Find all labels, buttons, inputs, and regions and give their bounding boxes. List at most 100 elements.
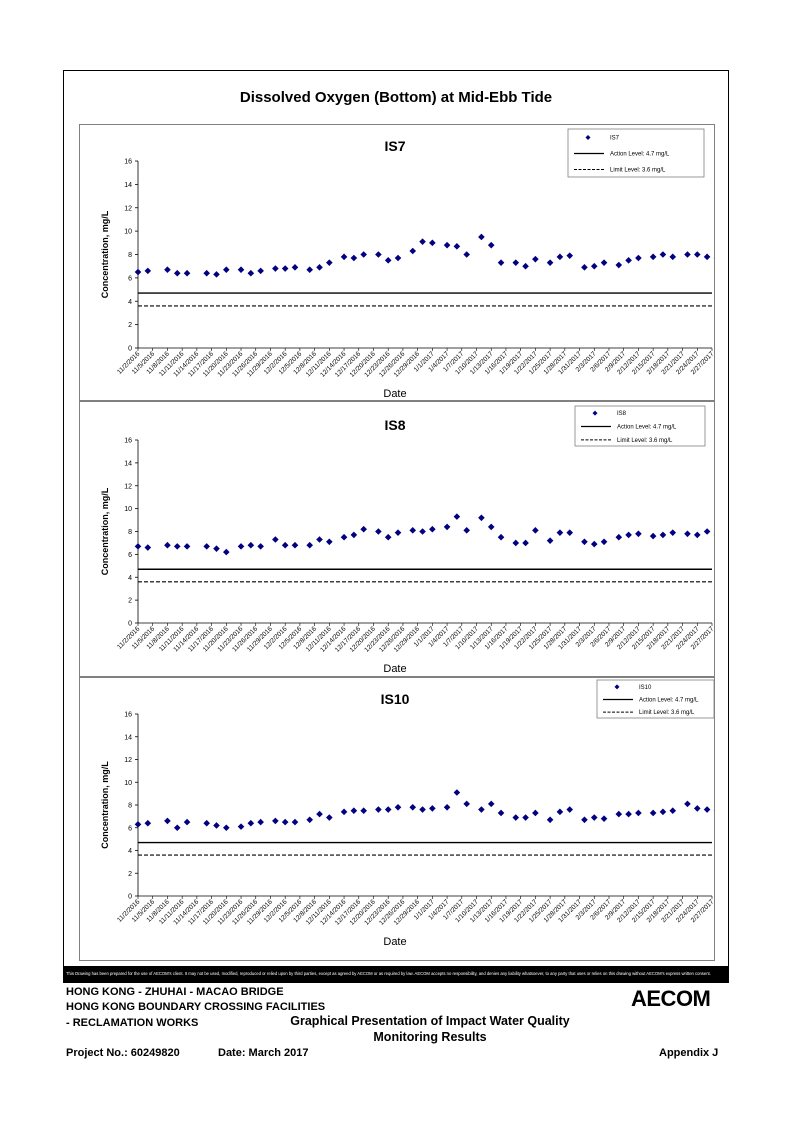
data-point-1-6: [213, 545, 220, 552]
legend-label-1-2: Limit Level: 3.6 mg/L: [617, 438, 673, 444]
chart-title-1: IS8: [384, 417, 405, 433]
y-axis-label-2: Concentration, mg/L: [100, 761, 110, 849]
data-point-1-41: [615, 533, 623, 541]
data-point-1-22: [394, 529, 402, 536]
data-point-0-39: [590, 262, 598, 270]
data-point-2-23: [409, 803, 417, 811]
data-point-1-2: [164, 541, 171, 549]
data-point-0-15: [316, 264, 323, 271]
chart-panel-is10: IS10 0 2 4 6 8 10 12 14 16 Concentration, mg/L 11/2…: [79, 677, 715, 961]
data-point-2-41: [615, 810, 623, 818]
data-point-0-30: [487, 241, 495, 249]
data-point-1-23: [409, 527, 417, 534]
data-point-0-49: [703, 253, 711, 261]
x-axis-label-2: Date: [383, 936, 406, 948]
data-point-2-28: [463, 800, 471, 808]
data-point-1-33: [522, 539, 529, 547]
data-point-0-16: [326, 259, 333, 266]
data-point-0-28: [463, 251, 471, 258]
data-point-2-42: [625, 810, 632, 818]
data-point-2-39: [590, 814, 598, 821]
data-point-1-39: [590, 540, 598, 548]
data-point-0-4: [183, 269, 191, 277]
data-point-2-0: [134, 821, 142, 828]
y-tick-label-0-7: 14: [124, 182, 132, 189]
data-point-2-30: [487, 800, 495, 808]
y-axis-label-0: Concentration, mg/L: [100, 210, 110, 298]
data-point-2-21: [384, 806, 392, 813]
data-point-2-9: [247, 819, 255, 827]
y-tick-label-2-0: 0: [128, 894, 132, 901]
page-title: Dissolved Oxygen (Bottom) at Mid-Ebb Tid…: [239, 89, 553, 106]
data-point-0-47: [684, 251, 691, 258]
data-point-2-36: [556, 808, 564, 816]
drawing-title-line-1: Graphical Presentation of Impact Water Q…: [290, 1014, 570, 1028]
footer-project-line-3: - RECLAMATION WORKS: [66, 1017, 199, 1029]
data-point-2-17: [340, 808, 348, 816]
data-point-2-4: [183, 818, 191, 826]
data-point-1-8: [237, 543, 245, 550]
data-point-2-16: [326, 814, 333, 821]
y-tick-label-0-5: 10: [124, 229, 132, 236]
data-point-2-47: [684, 800, 691, 808]
data-point-2-27: [453, 789, 461, 796]
data-point-1-29: [478, 514, 485, 522]
chart-panel-is8: IS8 0 2 4 6 8 10 12 14 16 Concentration, mg/L 11/2/…: [79, 401, 715, 677]
data-point-2-29: [478, 806, 485, 813]
legend-marker-series-2: [614, 684, 620, 690]
data-point-1-12: [281, 541, 289, 549]
legend-label-2-1: Action Level: 4.7 mg/L: [639, 698, 699, 704]
data-point-0-3: [173, 269, 181, 277]
y-tick-label-0-1: 2: [128, 322, 132, 329]
data-point-2-25: [429, 805, 436, 812]
data-point-2-14: [306, 816, 314, 824]
data-point-0-13: [291, 264, 299, 271]
data-point-0-8: [237, 266, 245, 273]
data-point-1-28: [463, 527, 471, 534]
data-point-2-33: [522, 814, 529, 821]
data-point-2-44: [649, 809, 657, 817]
data-point-0-24: [419, 238, 426, 245]
data-point-1-4: [183, 543, 191, 550]
data-point-2-24: [419, 806, 426, 813]
data-point-1-27: [453, 513, 461, 520]
data-point-1-21: [384, 533, 392, 541]
data-point-1-15: [316, 536, 323, 543]
data-point-0-10: [257, 267, 264, 275]
data-point-1-31: [497, 533, 505, 541]
drawing-date: Date: March 2017: [218, 1047, 309, 1059]
data-point-1-36: [556, 529, 564, 536]
data-point-2-49: [703, 806, 711, 813]
y-tick-label-0-3: 6: [128, 275, 132, 282]
data-point-0-38: [581, 264, 588, 271]
data-point-1-16: [326, 538, 333, 546]
data-point-2-40: [600, 815, 608, 822]
data-point-1-25: [429, 525, 436, 533]
data-point-1-38: [581, 538, 588, 546]
data-point-0-34: [532, 255, 539, 263]
footer-project-line-1: HONG KONG - ZHUHAI - MACAO BRIDGE: [66, 986, 284, 998]
data-point-1-44: [649, 532, 657, 540]
data-point-2-3: [173, 824, 181, 832]
data-point-2-7: [223, 824, 230, 832]
data-point-2-20: [375, 806, 382, 813]
data-point-2-6: [213, 822, 220, 829]
data-point-2-19: [360, 807, 367, 814]
data-point-0-9: [247, 269, 255, 277]
data-point-0-26: [443, 241, 451, 249]
y-tick-label-0-2: 4: [128, 299, 132, 306]
y-tick-label-1-0: 0: [128, 621, 132, 628]
data-point-0-37: [566, 252, 574, 259]
data-point-0-40: [600, 259, 608, 266]
data-point-0-5: [203, 269, 210, 277]
data-point-1-0: [134, 543, 142, 550]
project-number: Project No.: 60249820: [66, 1047, 180, 1059]
data-point-1-42: [625, 531, 632, 539]
data-point-1-30: [487, 523, 495, 531]
y-tick-label-1-7: 14: [124, 460, 132, 467]
y-tick-label-2-4: 8: [128, 803, 132, 810]
data-point-1-20: [375, 528, 382, 535]
data-point-0-11: [272, 265, 279, 272]
data-point-0-25: [429, 239, 436, 247]
